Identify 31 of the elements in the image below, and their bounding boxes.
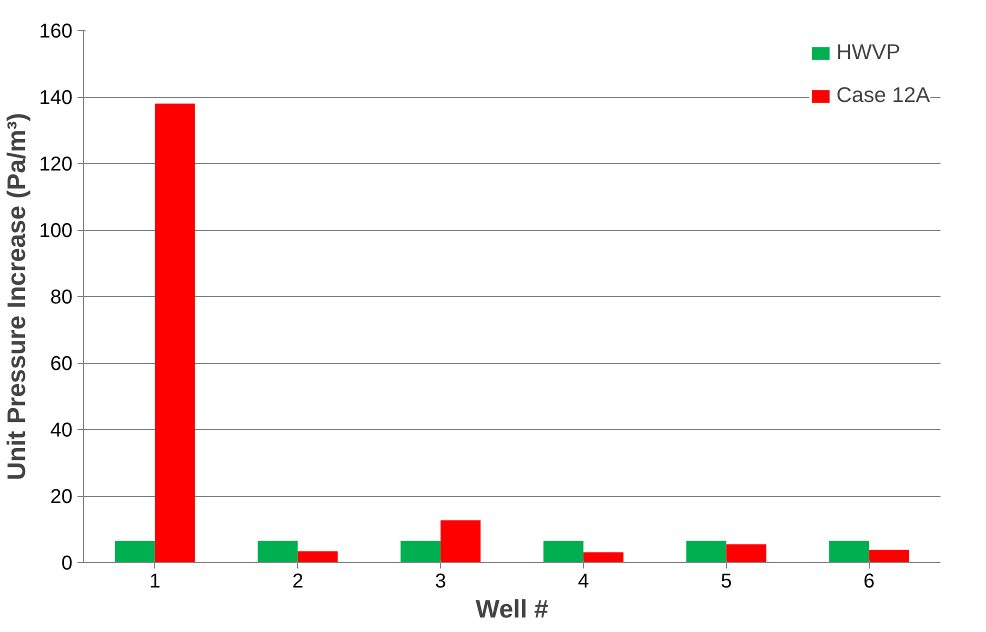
bar <box>869 550 910 562</box>
x-axis-title: Well # <box>476 596 548 624</box>
x-tick-label: 2 <box>292 570 304 592</box>
bar <box>258 540 298 562</box>
x-tick-label: 5 <box>720 570 732 592</box>
y-tick-label: 100 <box>39 220 73 242</box>
y-axis-title: Unit Pressure Increase (Pa/m³) <box>3 112 32 480</box>
bar <box>543 540 584 562</box>
x-tick-label: 6 <box>864 570 875 592</box>
bar <box>829 540 870 562</box>
bar <box>686 540 726 562</box>
y-tick-label: 60 <box>50 353 73 375</box>
y-tick-label: 20 <box>50 486 73 508</box>
bar <box>154 104 195 562</box>
legend-label: HWVP <box>836 40 900 65</box>
x-tick-label: 3 <box>435 570 446 592</box>
y-tick-label: 140 <box>39 87 73 109</box>
y-tick-label: 40 <box>50 420 73 442</box>
legend-label: Case 12A <box>836 83 930 108</box>
x-tick-label: 1 <box>149 570 160 592</box>
y-tick-label: 120 <box>39 154 73 176</box>
bar <box>726 544 766 562</box>
bar <box>400 540 441 562</box>
y-tick-label: 160 <box>39 20 73 42</box>
y-tick-label: 0 <box>61 552 72 574</box>
bar <box>114 540 155 562</box>
bar <box>583 552 624 562</box>
bar <box>440 520 481 562</box>
y-tick-label: 80 <box>50 286 73 308</box>
x-tick-label: 4 <box>578 570 589 592</box>
bar <box>298 551 338 562</box>
